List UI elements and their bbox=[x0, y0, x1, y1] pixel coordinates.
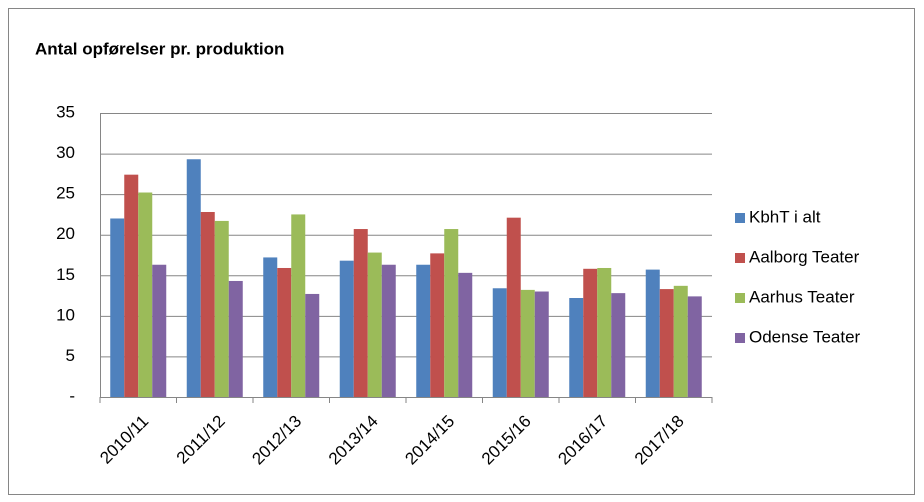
bar bbox=[659, 289, 674, 397]
bar bbox=[200, 211, 215, 397]
legend-label: Aalborg Teater bbox=[749, 247, 860, 266]
bar bbox=[534, 291, 549, 397]
bar bbox=[152, 264, 167, 397]
bar bbox=[353, 229, 368, 397]
bar bbox=[430, 253, 445, 397]
y-tick-label: 35 bbox=[56, 102, 75, 121]
bar bbox=[458, 272, 473, 397]
bar bbox=[291, 214, 306, 397]
bar bbox=[506, 217, 521, 397]
bar bbox=[110, 218, 125, 397]
chart-border bbox=[8, 8, 915, 495]
y-tick-label: 25 bbox=[56, 184, 75, 203]
y-tick-label: 20 bbox=[56, 224, 75, 243]
bar bbox=[305, 293, 320, 397]
legend-swatch bbox=[735, 213, 745, 223]
bar bbox=[277, 267, 292, 397]
bar bbox=[214, 220, 229, 397]
bar bbox=[138, 192, 153, 397]
y-tick-label: - bbox=[69, 386, 75, 405]
legend-label: Aarhus Teater bbox=[749, 287, 855, 306]
bar bbox=[263, 257, 278, 397]
bar bbox=[569, 298, 584, 397]
bar bbox=[228, 280, 243, 397]
bar bbox=[520, 289, 535, 397]
bar bbox=[673, 285, 688, 397]
legend-swatch bbox=[735, 333, 745, 343]
y-tick-label: 30 bbox=[56, 143, 75, 162]
bar bbox=[597, 267, 612, 397]
chart-title: Antal opførelser pr. produktion bbox=[35, 39, 284, 58]
legend-label: Odense Teater bbox=[749, 327, 861, 346]
bar bbox=[492, 288, 507, 397]
bar bbox=[687, 296, 702, 397]
legend-swatch bbox=[735, 293, 745, 303]
bar bbox=[416, 264, 431, 397]
y-tick-label: 5 bbox=[66, 346, 75, 365]
bar bbox=[186, 159, 201, 397]
bar bbox=[124, 174, 139, 397]
legend-label: KbhT i alt bbox=[749, 207, 821, 226]
bar bbox=[583, 268, 598, 397]
bar bbox=[444, 229, 459, 397]
bar bbox=[339, 260, 354, 397]
bar bbox=[611, 293, 626, 397]
bar bbox=[645, 269, 660, 397]
y-tick-label: 15 bbox=[56, 265, 75, 284]
legend-swatch bbox=[735, 253, 745, 263]
bar bbox=[367, 252, 382, 397]
y-tick-label: 10 bbox=[56, 305, 75, 324]
bar bbox=[381, 264, 396, 397]
